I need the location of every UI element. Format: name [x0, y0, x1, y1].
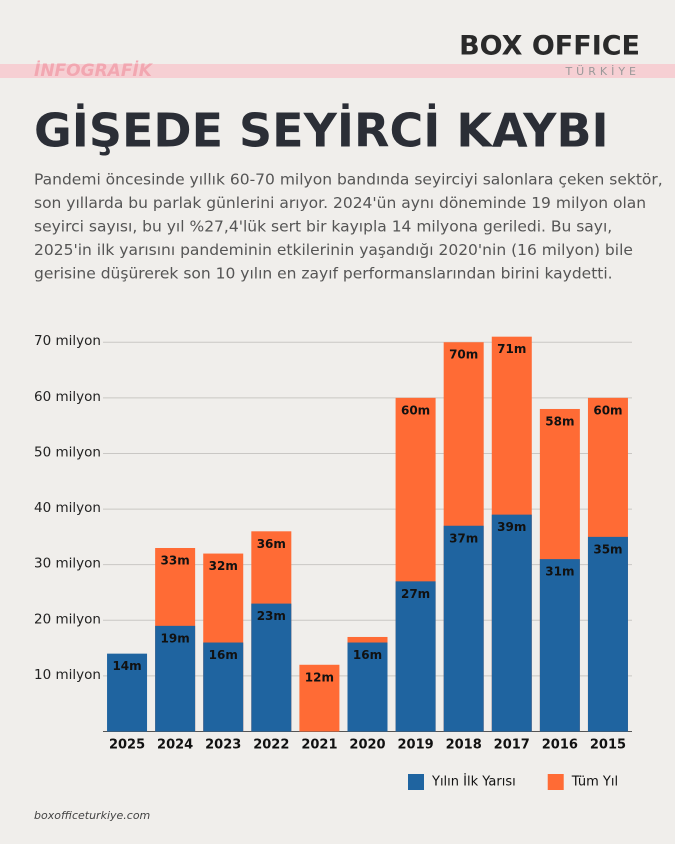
value-label: 70m	[449, 348, 478, 362]
value-label: 23m	[257, 609, 286, 623]
value-label: 27m	[401, 587, 430, 601]
bar	[587, 536, 628, 732]
bar	[299, 664, 340, 732]
x-tick-label: 2023	[205, 738, 241, 753]
y-tick-label: 30 milyon	[34, 556, 101, 572]
logo-sub: TÜRKİYE	[564, 65, 640, 78]
y-tick-label: 20 milyon	[34, 611, 101, 627]
value-label: 19m	[161, 631, 190, 645]
chart: 10 milyon 20 milyon 30 milyon 40 milyon 50 m…	[34, 333, 632, 790]
x-tick-label: 2016	[542, 738, 578, 753]
legend-label: Yılın İlk Yarısı	[431, 774, 516, 790]
bar	[539, 559, 580, 732]
value-label: 14m	[112, 659, 141, 673]
value-label: 32m	[209, 559, 238, 573]
bar	[347, 642, 388, 732]
y-tick-label: 70 milyon	[34, 333, 101, 349]
y-tick-label: 40 milyon	[34, 500, 101, 516]
value-label: 35m	[593, 542, 622, 556]
value-label: 16m	[209, 648, 238, 662]
footer: boxofficeturkiye.com	[34, 809, 150, 822]
x-tick-label: 2020	[349, 738, 385, 753]
title: GİŞEDE SEYİRCİ KAYBI	[34, 104, 609, 158]
bar	[155, 625, 196, 732]
y-tick-label: 10 milyon	[34, 667, 101, 683]
value-label: 58m	[545, 414, 574, 428]
x-tick-label: 2017	[494, 738, 530, 753]
header-band	[0, 64, 675, 78]
value-label: 12m	[305, 670, 334, 684]
tag: İNFOGRAFİK	[34, 59, 154, 81]
value-label: 36m	[257, 537, 286, 551]
bar	[107, 653, 148, 732]
x-tick-label: 2018	[446, 738, 482, 753]
logo: BOX OFFICE	[459, 31, 640, 62]
description-line: seyirci sayısı, bu yıl %27,4'lük sert bi…	[34, 218, 612, 236]
x-tick-label: 2022	[253, 738, 289, 753]
value-label: 37m	[449, 531, 478, 545]
value-label: 33m	[161, 553, 190, 567]
bar	[251, 603, 292, 732]
bar	[491, 514, 532, 732]
bar	[203, 642, 244, 732]
legend-label: Tüm Yıl	[571, 775, 618, 790]
y-tick-label: 50 milyon	[34, 444, 101, 460]
description-line: 2025'in ilk yarısını pandeminin etkileri…	[34, 241, 633, 259]
value-label: 16m	[353, 648, 382, 662]
value-label: 31m	[545, 565, 574, 579]
y-tick-label: 60 milyon	[34, 389, 101, 405]
x-tick-label: 2025	[109, 738, 145, 753]
value-label: 60m	[593, 403, 622, 417]
description-line: gerisine düşürerek son 10 yılın en zayıf…	[34, 265, 613, 283]
bar	[395, 581, 436, 732]
description-line: Pandemi öncesinde yıllık 60-70 milyon ba…	[34, 171, 663, 189]
legend-swatch	[547, 774, 564, 790]
description-line: son yıllarda bu parlak günlerini arıyor.…	[34, 194, 646, 212]
x-tick-label: 2019	[397, 738, 433, 753]
description: Pandemi öncesinde yıllık 60-70 milyon ba…	[34, 171, 663, 283]
value-label: 71m	[497, 342, 526, 356]
bar	[443, 525, 484, 732]
x-tick-label: 2021	[301, 738, 337, 753]
legend-swatch	[408, 774, 424, 790]
value-label: 60m	[401, 403, 430, 417]
value-label: 39m	[497, 520, 526, 534]
x-tick-label: 2015	[590, 738, 626, 753]
x-tick-label: 2024	[157, 738, 193, 753]
